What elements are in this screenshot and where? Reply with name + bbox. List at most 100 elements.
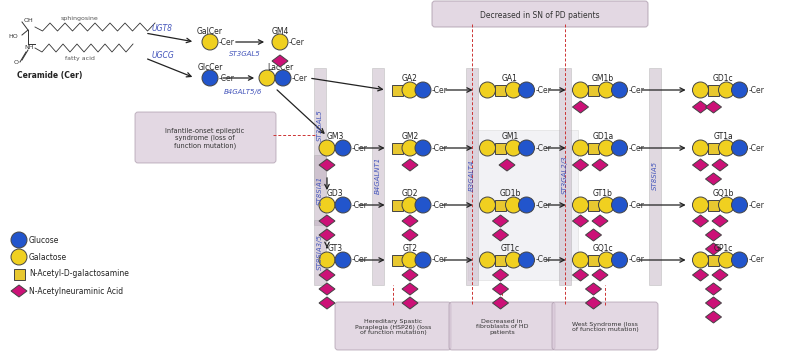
Polygon shape [402,159,418,171]
Text: -Cer: -Cer [629,200,644,209]
Text: GD3: GD3 [326,189,343,198]
Polygon shape [402,283,418,295]
Circle shape [611,252,627,268]
Text: -Cer: -Cer [629,256,644,265]
Circle shape [335,252,351,268]
Polygon shape [319,229,335,241]
Circle shape [505,82,521,98]
Polygon shape [706,101,722,113]
Bar [588,199,599,211]
Polygon shape [492,229,508,241]
Text: -Cer: -Cer [352,256,368,265]
Circle shape [692,140,708,156]
Circle shape [402,252,418,268]
Circle shape [519,82,534,98]
Circle shape [573,140,589,156]
Text: -Cer: -Cer [536,200,552,209]
Polygon shape [706,311,722,323]
Text: GA1: GA1 [502,73,518,82]
Text: GD1b: GD1b [500,189,520,198]
Circle shape [611,140,627,156]
Text: ST8SIA3/5: ST8SIA3/5 [317,234,323,270]
Polygon shape [706,243,722,255]
Text: West Syndrome (loss
of function mutation): West Syndrome (loss of function mutation… [572,321,638,332]
Circle shape [402,140,418,156]
Bar [649,68,661,285]
Bar [708,255,719,266]
Text: ST3GAL2/3: ST3GAL2/3 [562,156,568,194]
Text: -Cer: -Cer [432,86,448,95]
Circle shape [415,252,431,268]
Text: GM1: GM1 [501,131,519,140]
Circle shape [719,140,735,156]
Text: Decreased in
fibroblasts of HD
patients: Decreased in fibroblasts of HD patients [476,319,529,335]
FancyBboxPatch shape [449,302,555,350]
Circle shape [272,34,288,50]
Bar [391,142,403,154]
Text: B3GALT4: B3GALT4 [469,159,475,191]
Polygon shape [492,215,508,227]
Bar [314,68,326,185]
Bar [708,142,719,154]
Polygon shape [492,297,508,309]
Polygon shape [712,269,728,281]
Text: HO: HO [8,34,18,39]
Polygon shape [319,297,335,309]
Bar [588,142,599,154]
Circle shape [11,232,27,248]
Circle shape [259,70,275,86]
Polygon shape [592,159,608,171]
Polygon shape [692,101,708,113]
Text: GQ1c: GQ1c [593,243,614,252]
Text: GD1c: GD1c [713,73,733,82]
Text: GD1a: GD1a [593,131,614,140]
Polygon shape [402,297,418,309]
Polygon shape [402,215,418,227]
Text: -Cer: -Cer [292,73,308,82]
Text: GT1c: GT1c [500,243,520,252]
Circle shape [415,140,431,156]
Text: GD2: GD2 [402,189,419,198]
Circle shape [731,82,747,98]
Text: GT1b: GT1b [593,189,613,198]
Polygon shape [706,283,722,295]
Circle shape [573,197,589,213]
Circle shape [415,197,431,213]
Text: sphingosine: sphingosine [61,15,99,20]
Text: -Cer: -Cer [352,144,368,153]
Polygon shape [692,159,708,171]
Circle shape [519,140,534,156]
Text: -Cer: -Cer [748,256,764,265]
Text: -Cer: -Cer [748,200,764,209]
Circle shape [573,82,589,98]
Circle shape [202,34,218,50]
Circle shape [692,252,708,268]
Text: fatty acid: fatty acid [65,55,95,61]
Text: GT3: GT3 [327,243,342,252]
Text: GM3: GM3 [326,131,344,140]
Text: N-Acetyl-D-galactosamine: N-Acetyl-D-galactosamine [29,270,129,279]
Bar [314,220,326,285]
Circle shape [598,140,614,156]
Circle shape [319,197,335,213]
Circle shape [505,252,521,268]
Circle shape [275,70,291,86]
Circle shape [480,82,496,98]
Text: Decreased in SN of PD patients: Decreased in SN of PD patients [480,10,600,19]
Text: B4GALNT1: B4GALNT1 [375,156,381,194]
Bar [391,199,403,211]
Circle shape [519,252,534,268]
FancyBboxPatch shape [552,302,658,350]
Text: GM1b: GM1b [592,73,614,82]
Polygon shape [573,159,589,171]
Text: -Cer: -Cer [748,144,764,153]
Circle shape [719,82,735,98]
Polygon shape [573,101,589,113]
Text: GP1c: GP1c [713,243,733,252]
Text: -Cer: -Cer [432,256,448,265]
Text: -Cer: -Cer [219,73,235,82]
FancyBboxPatch shape [335,302,451,350]
Text: ST3GAL5: ST3GAL5 [229,51,261,57]
Polygon shape [11,285,27,297]
Text: ST8SIA1: ST8SIA1 [317,175,323,204]
